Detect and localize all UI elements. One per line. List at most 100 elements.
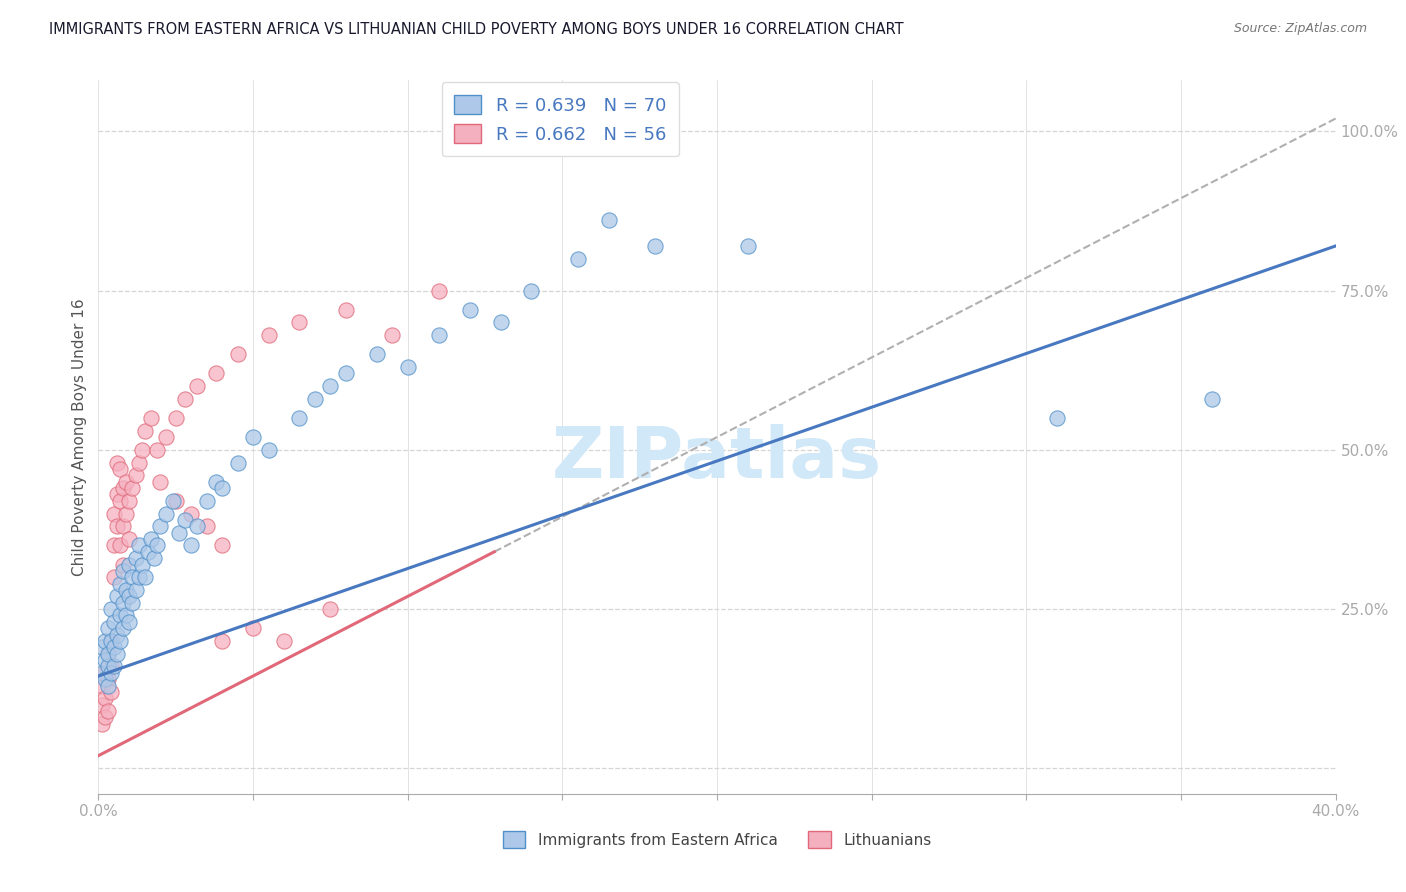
Point: [124, 551, 146, 566]
Point: [115, 582, 138, 597]
Point: [146, 538, 169, 552]
Point: [167, 525, 190, 540]
Point: [105, 519, 128, 533]
Point: [162, 493, 184, 508]
Point: [180, 538, 202, 552]
Point: [257, 328, 280, 343]
Point: [598, 213, 620, 227]
Point: [180, 507, 202, 521]
Point: [165, 411, 187, 425]
Point: [335, 302, 357, 317]
Point: [103, 640, 125, 655]
Point: [396, 359, 419, 374]
Point: [139, 411, 162, 425]
Text: ZIPatlas: ZIPatlas: [553, 424, 882, 493]
Point: [115, 475, 138, 489]
Point: [90, 640, 112, 655]
Point: [97, 659, 120, 673]
Point: [242, 430, 264, 444]
Point: [737, 239, 759, 253]
Point: [520, 284, 543, 298]
Point: [128, 570, 150, 584]
Point: [124, 468, 146, 483]
Point: [211, 538, 233, 552]
Text: Source: ZipAtlas.com: Source: ZipAtlas.com: [1233, 22, 1367, 36]
Point: [226, 347, 249, 361]
Point: [118, 590, 141, 604]
Point: [143, 551, 166, 566]
Point: [90, 679, 112, 693]
Point: [381, 328, 404, 343]
Point: [134, 570, 156, 584]
Point: [105, 487, 128, 501]
Point: [97, 647, 120, 661]
Point: [105, 627, 128, 641]
Point: [319, 379, 342, 393]
Point: [257, 442, 280, 457]
Point: [186, 519, 208, 533]
Point: [205, 367, 228, 381]
Point: [427, 328, 450, 343]
Point: [567, 252, 589, 266]
Point: [149, 475, 172, 489]
Point: [100, 634, 122, 648]
Point: [108, 538, 131, 552]
Point: [195, 493, 218, 508]
Point: [93, 665, 115, 680]
Point: [97, 621, 120, 635]
Point: [1046, 411, 1069, 425]
Point: [128, 456, 150, 470]
Point: [304, 392, 326, 406]
Point: [319, 602, 342, 616]
Point: [118, 558, 141, 572]
Point: [146, 442, 169, 457]
Point: [112, 596, 135, 610]
Point: [112, 621, 135, 635]
Point: [174, 513, 197, 527]
Point: [205, 475, 228, 489]
Point: [105, 590, 128, 604]
Point: [211, 481, 233, 495]
Point: [288, 411, 311, 425]
Point: [118, 532, 141, 546]
Point: [112, 481, 135, 495]
Point: [108, 462, 131, 476]
Point: [186, 379, 208, 393]
Point: [93, 672, 115, 686]
Point: [458, 302, 481, 317]
Point: [103, 507, 125, 521]
Point: [149, 519, 172, 533]
Point: [97, 672, 120, 686]
Point: [155, 430, 177, 444]
Point: [112, 519, 135, 533]
Point: [100, 665, 122, 680]
Point: [103, 538, 125, 552]
Point: [273, 634, 295, 648]
Point: [139, 532, 162, 546]
Point: [112, 558, 135, 572]
Point: [121, 596, 143, 610]
Point: [242, 621, 264, 635]
Point: [128, 538, 150, 552]
Point: [93, 691, 115, 706]
Point: [97, 704, 120, 718]
Point: [100, 602, 122, 616]
Point: [90, 698, 112, 712]
Point: [195, 519, 218, 533]
Text: IMMIGRANTS FROM EASTERN AFRICA VS LITHUANIAN CHILD POVERTY AMONG BOYS UNDER 16 C: IMMIGRANTS FROM EASTERN AFRICA VS LITHUA…: [49, 22, 904, 37]
Point: [366, 347, 388, 361]
Point: [112, 564, 135, 578]
Point: [131, 558, 153, 572]
Point: [118, 615, 141, 629]
Point: [1201, 392, 1223, 406]
Point: [90, 665, 112, 680]
Point: [108, 634, 131, 648]
Point: [105, 647, 128, 661]
Point: [100, 634, 122, 648]
Point: [489, 112, 512, 126]
Point: [97, 679, 120, 693]
Point: [155, 507, 177, 521]
Point: [644, 239, 666, 253]
Point: [103, 615, 125, 629]
Point: [108, 493, 131, 508]
